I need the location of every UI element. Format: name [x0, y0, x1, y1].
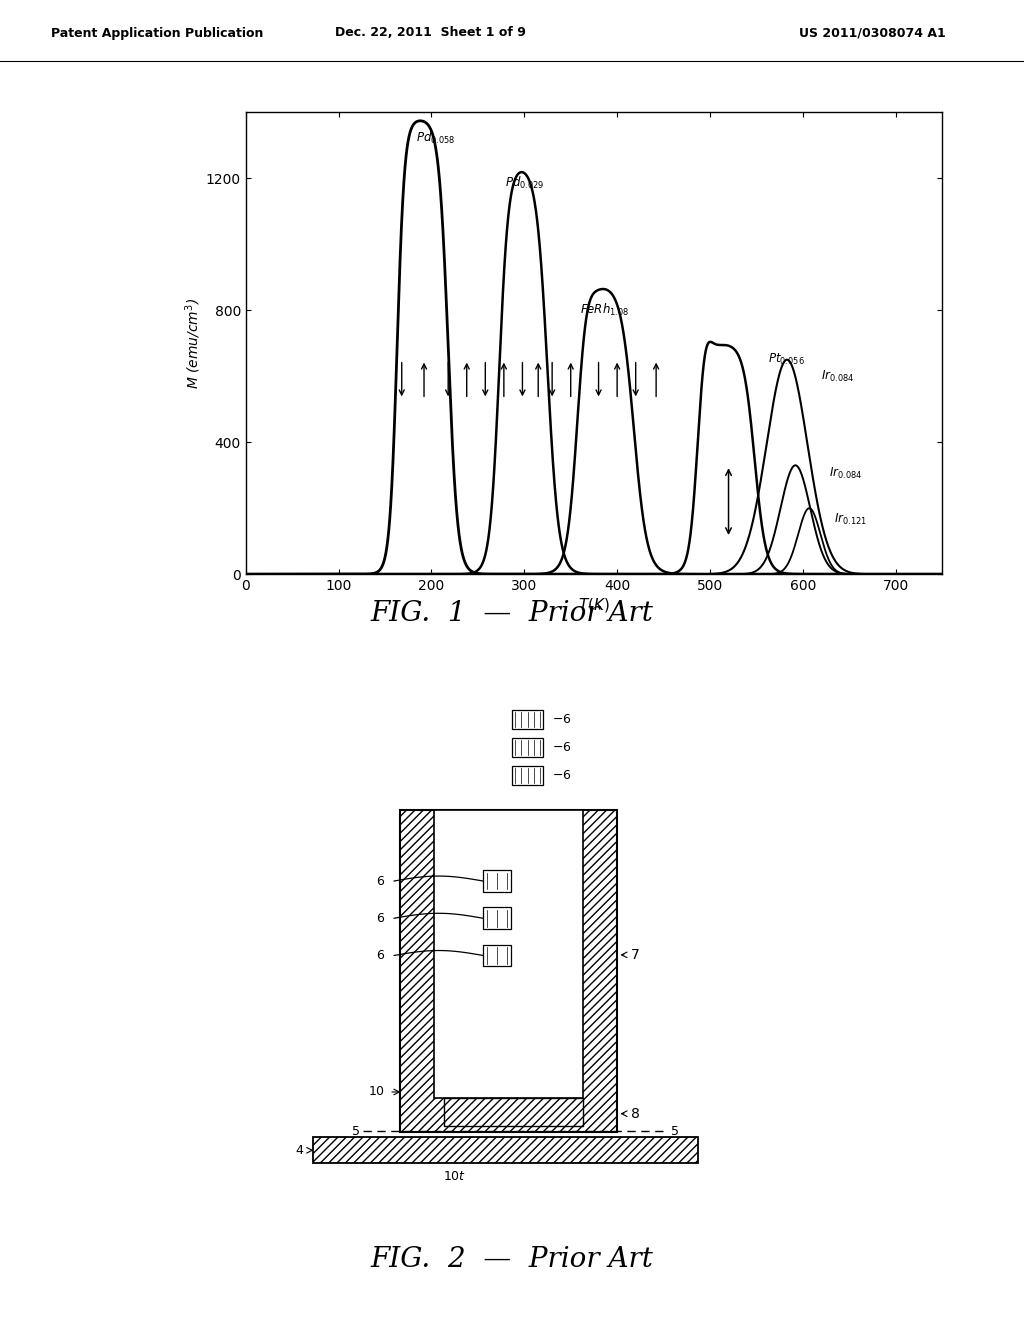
- Bar: [512, 766, 543, 785]
- Text: $6$: $6$: [376, 949, 385, 962]
- Text: Patent Application Publication: Patent Application Publication: [51, 26, 263, 40]
- Text: $8$: $8$: [630, 1106, 640, 1121]
- Bar: [483, 907, 511, 929]
- Text: Dec. 22, 2011  Sheet 1 of 9: Dec. 22, 2011 Sheet 1 of 9: [335, 26, 525, 40]
- Bar: [512, 710, 543, 729]
- Text: $10t$: $10t$: [443, 1171, 466, 1184]
- Y-axis label: $M$ (emu/cm$^3$): $M$ (emu/cm$^3$): [183, 297, 203, 389]
- Text: $Ir_{0.084}$: $Ir_{0.084}$: [821, 368, 855, 384]
- Text: $Pt_{0.056}$: $Pt_{0.056}$: [768, 352, 805, 367]
- Text: $6$: $6$: [376, 912, 385, 925]
- Text: $Pd_{0.029}$: $Pd_{0.029}$: [505, 174, 544, 190]
- Text: FIG.  1  —  Prior Art: FIG. 1 — Prior Art: [371, 601, 653, 627]
- Text: $5$: $5$: [351, 1125, 360, 1138]
- Text: US 2011/0308074 A1: US 2011/0308074 A1: [799, 26, 945, 40]
- Text: $4$: $4$: [295, 1144, 304, 1156]
- Text: FIG.  2  —  Prior Art: FIG. 2 — Prior Art: [371, 1246, 653, 1272]
- Text: $-6$: $-6$: [552, 770, 572, 781]
- Bar: [443, 1098, 584, 1126]
- Text: $FeRh_{1.08}$: $FeRh_{1.08}$: [580, 301, 630, 318]
- Text: $-6$: $-6$: [552, 713, 572, 726]
- Text: $7$: $7$: [630, 948, 640, 962]
- Bar: [483, 945, 511, 966]
- Bar: [483, 870, 511, 892]
- Text: $6$: $6$: [376, 875, 385, 887]
- Bar: [443, 1098, 584, 1126]
- Bar: [400, 809, 617, 1133]
- Bar: [434, 809, 584, 1098]
- Bar: [313, 1138, 698, 1163]
- Text: $Ir_{0.084}$: $Ir_{0.084}$: [828, 466, 862, 480]
- Bar: [313, 1138, 698, 1163]
- Text: $5$: $5$: [670, 1125, 679, 1138]
- Text: $Ir_{0.121}$: $Ir_{0.121}$: [835, 512, 867, 527]
- X-axis label: $T(K)$: $T(K)$: [578, 595, 610, 614]
- Text: $-6$: $-6$: [552, 741, 572, 754]
- Bar: [400, 809, 617, 1133]
- Text: $10$: $10$: [368, 1085, 385, 1098]
- Text: $Pd_{0.058}$: $Pd_{0.058}$: [416, 129, 455, 147]
- Bar: [512, 738, 543, 756]
